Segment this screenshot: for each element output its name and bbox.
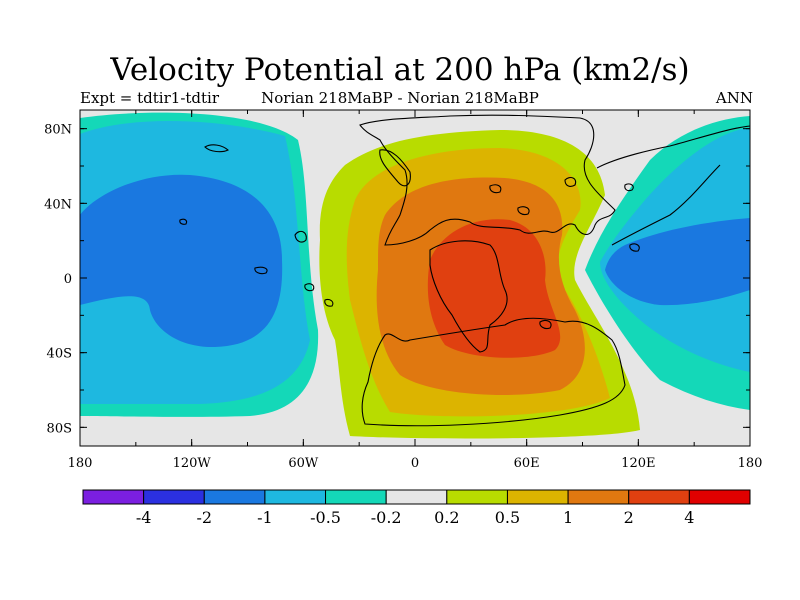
colorbar-label: -4 (136, 508, 152, 527)
season-label: ANN (715, 89, 753, 107)
y-tick-label: 0 (64, 272, 72, 287)
colorbar-label: -0.2 (371, 508, 402, 527)
colorbar-label: 1 (563, 508, 573, 527)
colorbar-label: -2 (196, 508, 212, 527)
x-tick-label: 120W (173, 456, 212, 471)
colorbar-label: 2 (624, 508, 634, 527)
colorbar-swatch (628, 489, 690, 505)
y-tick-label: 80N (44, 123, 72, 138)
colorbar: -4 -2 -1 -0.5 -0.2 0.2 0.5 1 2 4 (82, 489, 751, 527)
contour-neg1-west (80, 174, 283, 348)
colorbar-label: -0.5 (310, 508, 341, 527)
colorbar-label: 4 (684, 508, 694, 527)
experiment-label: Expt = tdtir1-tdtir (80, 89, 220, 107)
colorbar-swatch (82, 489, 145, 505)
x-tick-label: 60W (288, 456, 319, 471)
x-tick-label: 180 (738, 456, 763, 471)
y-axis: 80N 40N 0 40S 80S (44, 123, 750, 436)
colorbar-swatch (688, 489, 751, 505)
colorbar-label: 0.5 (495, 508, 520, 527)
contour-neg1-east (605, 218, 750, 306)
x-tick-label: 180 (68, 456, 93, 471)
contour-map (80, 110, 750, 446)
colorbar-swatch (567, 489, 630, 505)
x-tick-label: 60E (514, 456, 540, 471)
y-tick-label: 40S (47, 347, 72, 362)
colorbar-swatch (143, 489, 205, 505)
colorbar-label: -1 (257, 508, 273, 527)
x-axis: 180 120W 60W 0 60E 120E 180 (68, 110, 763, 471)
colorbar-swatch (325, 489, 387, 505)
colorbar-swatch (264, 489, 327, 505)
x-tick-label: 0 (411, 456, 419, 471)
coastlines (179, 114, 750, 427)
colorbar-swatch (506, 489, 569, 505)
x-tick-label: 120E (621, 456, 655, 471)
colorbar-swatch (385, 489, 448, 505)
period-label: Norian 218MaBP - Norian 218MaBP (261, 89, 539, 107)
colorbar-label: 0.2 (434, 508, 459, 527)
y-tick-label: 80S (47, 421, 72, 436)
chart-title: Velocity Potential at 200 hPa (km2/s) (110, 52, 690, 88)
colorbar-swatch (203, 489, 266, 505)
colorbar-swatch (446, 489, 508, 505)
y-tick-label: 40N (44, 197, 72, 212)
contour-pos2 (427, 219, 561, 358)
